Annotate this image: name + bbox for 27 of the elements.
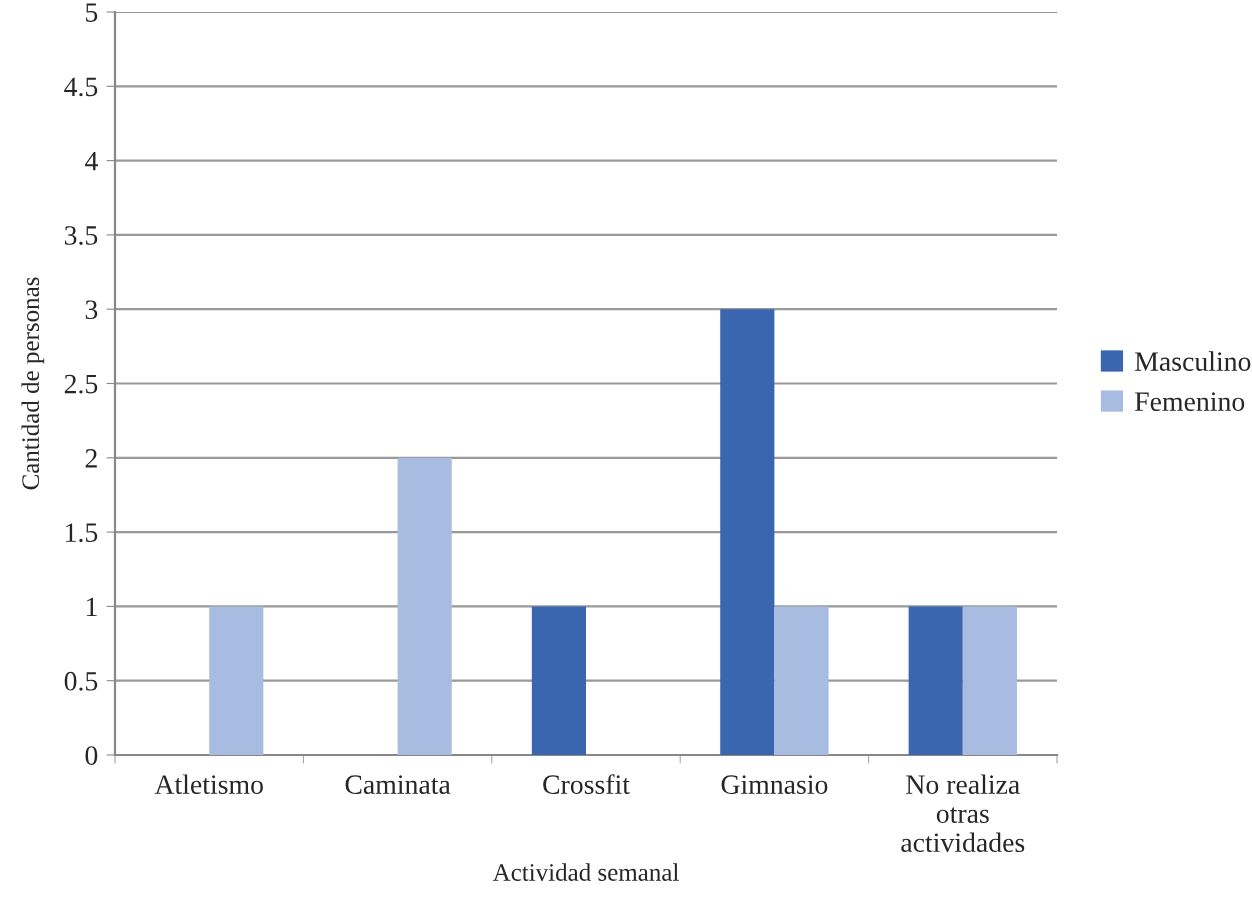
legend-label: Masculino [1134, 351, 1251, 371]
y-axis-title: Cantidad de personas [21, 277, 45, 490]
y-tick-label: 4.5 [64, 77, 98, 97]
x-tick-label: Gimnasio [721, 775, 828, 794]
bar [209, 606, 264, 755]
y-tick-label: 0.5 [64, 671, 98, 691]
x-tick-label: No realiza otras actividades [901, 774, 1025, 853]
x-tick-label: Caminata [345, 775, 451, 794]
bar [774, 606, 829, 755]
legend-label: Femenino [1134, 392, 1245, 411]
y-tick-label: 3 [85, 300, 98, 320]
x-axis-title: Actividad semanal [492, 863, 679, 881]
x-tick-label: Atletismo [154, 774, 263, 794]
bar [962, 606, 1017, 755]
x-tick-label: Crossfit [543, 774, 630, 794]
y-tick-label: 5 [86, 3, 98, 22]
bar [720, 309, 775, 755]
y-tick-label: 2 [85, 449, 97, 468]
bar [531, 606, 586, 755]
y-tick-label: 4 [84, 151, 98, 171]
y-tick-label: 3.5 [64, 226, 98, 245]
bar [908, 606, 963, 755]
y-tick-label: 0 [85, 746, 98, 765]
bar [397, 457, 452, 755]
y-tick-label: 1 [86, 597, 97, 617]
y-tick-label: 2.5 [64, 374, 98, 394]
y-tick-label: 1.5 [66, 523, 98, 543]
